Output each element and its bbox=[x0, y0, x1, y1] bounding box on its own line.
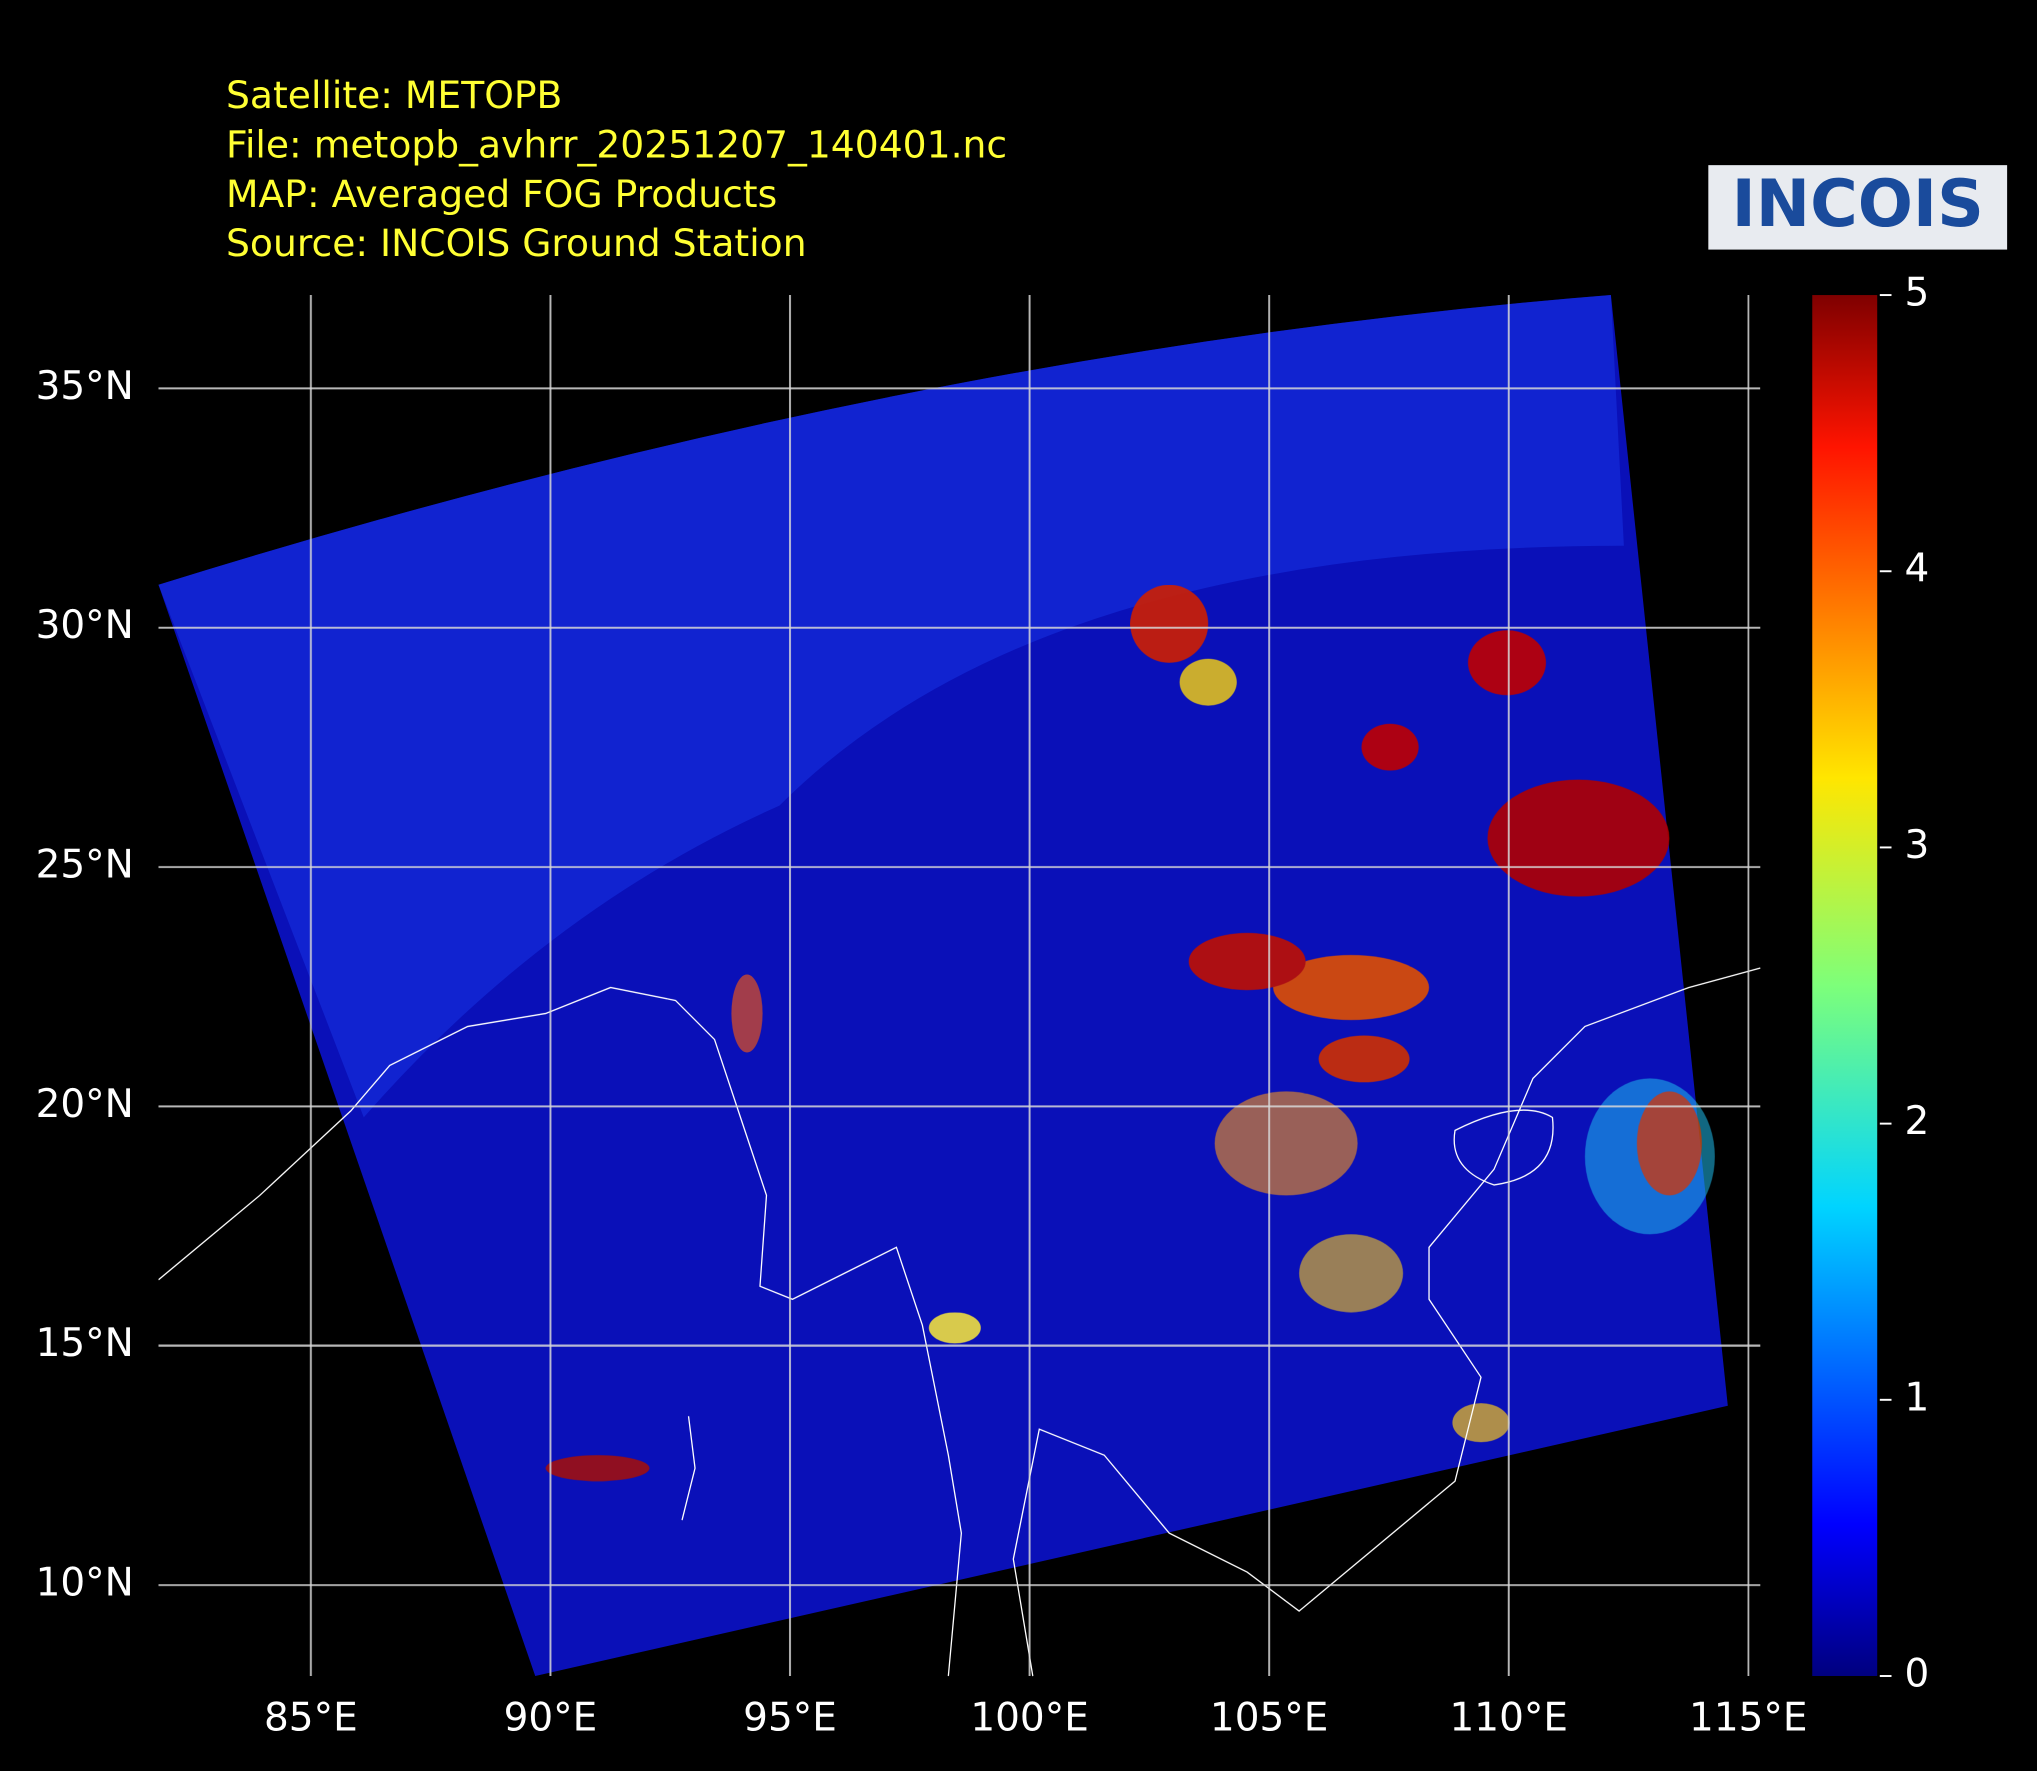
grid bbox=[158, 295, 1761, 1677]
colorbar-ticks: 0 1 2 3 4 5 bbox=[1879, 271, 1929, 1697]
map-area bbox=[158, 295, 1761, 1677]
logo: INCOIS bbox=[1708, 165, 2008, 250]
colorbar-tick-label: 5 bbox=[1904, 271, 1929, 316]
coastlines bbox=[158, 967, 1761, 1677]
y-tick-label: 10°N bbox=[36, 1561, 134, 1606]
x-tick-label: 95°E bbox=[743, 1696, 837, 1741]
x-tick-label: 90°E bbox=[504, 1696, 598, 1741]
header-line: Source: INCOIS Ground Station bbox=[226, 221, 807, 265]
header: Satellite: METOPB File: metopb_avhrr_2025… bbox=[226, 73, 1007, 265]
x-tick-label: 105°E bbox=[1210, 1696, 1328, 1741]
x-tick-label: 100°E bbox=[970, 1696, 1089, 1741]
y-tick-label: 15°N bbox=[36, 1321, 134, 1366]
y-tick-label: 30°N bbox=[36, 603, 134, 648]
colorbar-tick-label: 4 bbox=[1904, 547, 1929, 592]
header-line: MAP: Averaged FOG Products bbox=[226, 172, 777, 216]
x-tick-label: 85°E bbox=[264, 1696, 358, 1741]
colorbar bbox=[1812, 295, 1878, 1677]
colorbar-tick-label: 0 bbox=[1904, 1652, 1929, 1697]
colorbar-tick-label: 3 bbox=[1904, 823, 1929, 868]
land-signal bbox=[158, 295, 1624, 1118]
y-tick-label: 25°N bbox=[36, 843, 134, 888]
colorbar-tick-label: 2 bbox=[1904, 1099, 1929, 1144]
fog-patches bbox=[545, 584, 1715, 1482]
header-line: File: metopb_avhrr_20251207_140401.nc bbox=[226, 122, 1007, 166]
y-tick-label: 35°N bbox=[36, 364, 134, 409]
axes: 85°E 90°E 95°E 100°E 105°E 110°E 115°E 10°N 15°N… bbox=[36, 364, 1808, 1741]
x-tick-label: 115°E bbox=[1689, 1696, 1808, 1741]
header-line: Satellite: METOPB bbox=[226, 73, 562, 117]
colorbar-tick-label: 1 bbox=[1904, 1375, 1929, 1420]
x-tick-label: 110°E bbox=[1449, 1696, 1568, 1741]
y-tick-label: 20°N bbox=[36, 1082, 134, 1127]
logo-text: INCOIS bbox=[1732, 167, 1984, 242]
logo-box bbox=[1708, 165, 2008, 250]
